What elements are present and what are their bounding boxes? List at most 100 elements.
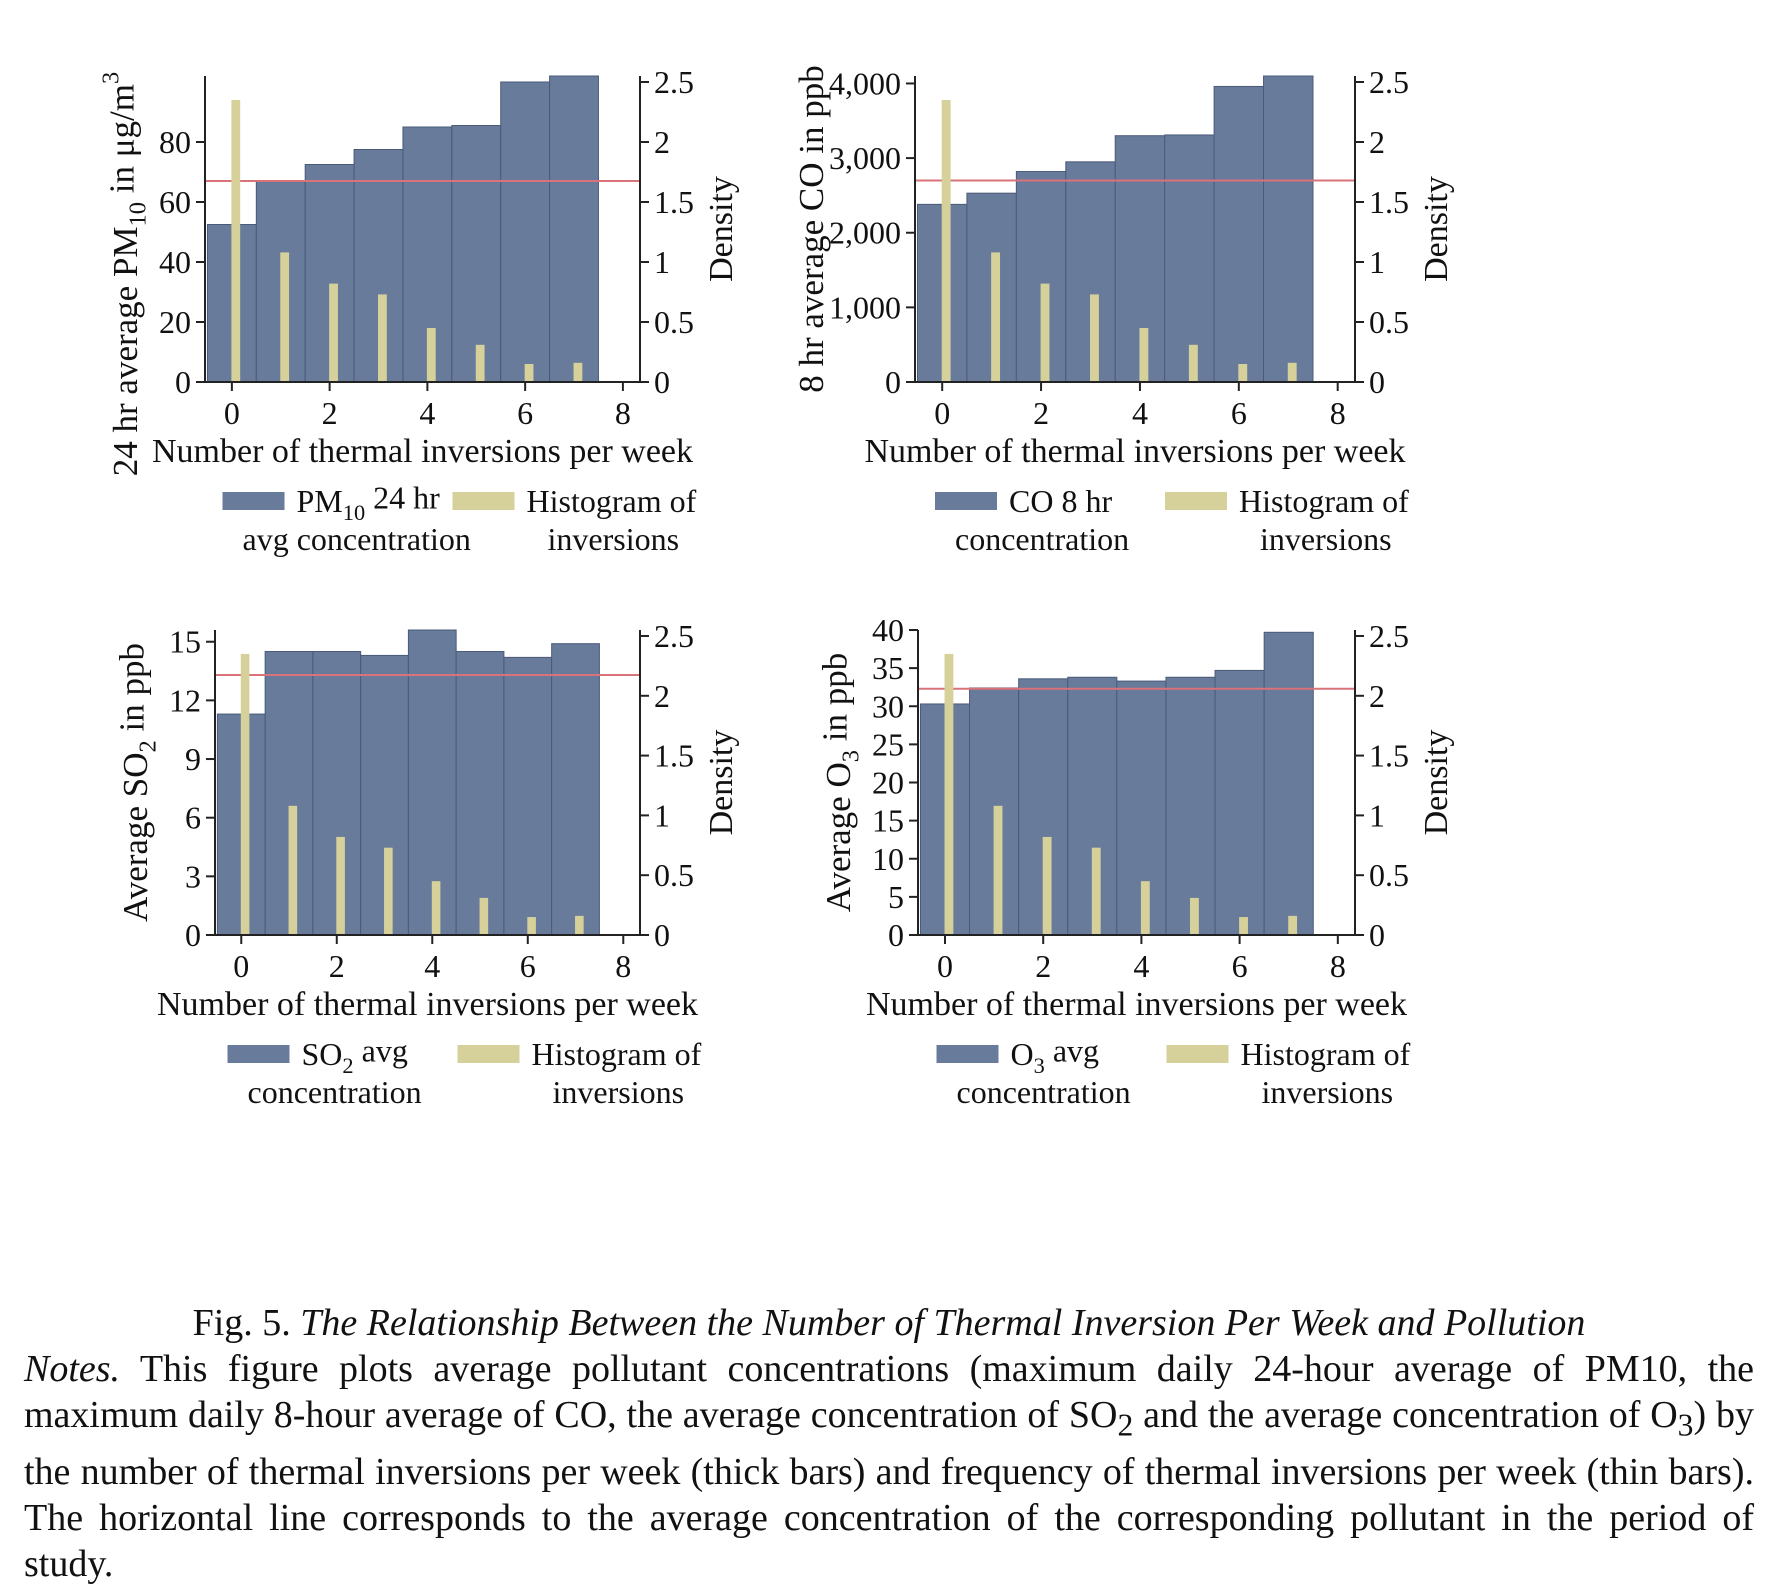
histogram-bar	[575, 915, 584, 935]
y-axis-title: 24 hr average PM10 in μg/m3	[98, 72, 152, 476]
caption-notes-text: This figure plots average pollutant conc…	[24, 1348, 1754, 1436]
text-part: in ppb	[815, 653, 854, 750]
text-part: 8 hr average CO in ppb	[792, 65, 831, 393]
histogram-bar	[573, 362, 583, 382]
y-tick-label: 12	[169, 682, 201, 718]
y2-axis-title: Density	[1418, 730, 1455, 836]
script-part: 10	[343, 500, 365, 525]
legend-label-histogram: Histogram of	[1241, 1036, 1411, 1072]
histogram-bar	[288, 805, 298, 935]
y2-tick-label: 2.5	[654, 64, 694, 100]
histogram-bar	[1238, 364, 1248, 382]
y-tick-label: 2,000	[829, 215, 901, 251]
histogram-bar	[1040, 283, 1050, 382]
x-tick-label: 2	[329, 948, 345, 984]
legend-swatch-pollutant	[222, 492, 285, 510]
y2-tick-label: 1	[654, 797, 670, 833]
y-tick-label: 5	[888, 879, 904, 915]
script-part: 2	[135, 740, 162, 752]
y-tick-label: 1,000	[829, 289, 901, 325]
y2-tick-label: 0	[1369, 917, 1385, 953]
y-tick-label: 25	[872, 726, 904, 762]
pollutant-bar	[503, 656, 553, 936]
caption-notes-text: and the average concentration of O	[1133, 1394, 1678, 1436]
legend-swatch-pollutant	[935, 492, 997, 510]
x-axis-title: Number of thermal inversions per week	[865, 433, 1406, 470]
x-tick-label: 0	[934, 395, 950, 431]
y-tick-label: 3	[185, 858, 201, 894]
legend-label-pollutant: SO2 avg	[302, 1033, 408, 1078]
x-tick-label: 6	[1231, 395, 1247, 431]
text-part: SO	[302, 1036, 343, 1072]
y2-tick-label: 1	[1369, 797, 1385, 833]
y2-tick-label: 2	[654, 678, 670, 714]
y-tick-label: 9	[185, 741, 201, 777]
histogram-bar	[378, 294, 387, 382]
legend-label-pollutant: CO 8 hr	[1009, 483, 1112, 519]
histogram-bar	[1140, 881, 1150, 935]
histogram-bar	[231, 100, 241, 382]
text-part: in μg/m	[102, 84, 141, 202]
figure-caption: Fig. 5. The Relationship Between the Num…	[24, 1300, 1754, 1587]
histogram-bar	[1190, 897, 1199, 935]
y2-tick-label: 2.5	[1369, 64, 1409, 100]
histogram-bar	[329, 283, 338, 382]
y2-tick-label: 1.5	[654, 184, 694, 220]
text-part: avg	[1045, 1033, 1099, 1069]
y-tick-label: 0	[175, 364, 191, 400]
y-tick-label: 0	[885, 364, 901, 400]
legend-label-pollutant: PM10 24 hr	[297, 480, 441, 525]
caption-fig-title: The Relationship Between the Number of T…	[300, 1302, 1586, 1344]
caption-notes-subscript: 2	[1117, 1407, 1134, 1443]
histogram-bar	[240, 653, 250, 935]
legend-swatch-pollutant	[936, 1045, 999, 1063]
legend-swatch-histogram	[1165, 492, 1227, 510]
y2-tick-label: 0	[654, 364, 670, 400]
y-tick-label: 30	[872, 688, 904, 724]
legend-swatch-histogram	[457, 1045, 520, 1063]
histogram-bar	[1188, 344, 1198, 382]
pollutant-bar	[549, 75, 599, 383]
y2-axis-title: Density	[703, 730, 740, 836]
histogram-bar	[431, 881, 441, 935]
text-part: Average O	[819, 762, 858, 912]
y-tick-label: 0	[185, 917, 201, 953]
text-part: O	[1011, 1036, 1034, 1072]
text-part: Average SO	[116, 753, 155, 922]
pollutant-bar	[1165, 676, 1216, 936]
y-tick-label: 15	[872, 803, 904, 839]
script-part: 2	[342, 1053, 353, 1078]
y-tick-label: 4,000	[829, 65, 901, 101]
y2-tick-label: 0.5	[1369, 857, 1409, 893]
x-axis-title: Number of thermal inversions per week	[152, 433, 693, 470]
histogram-bar	[1239, 917, 1248, 935]
y-tick-label: 15	[169, 624, 201, 660]
legend-label-histogram-line2: inversions	[1262, 1074, 1394, 1110]
y2-tick-label: 0.5	[1369, 304, 1409, 340]
histogram-bar	[426, 328, 436, 382]
histogram-bar	[1139, 328, 1149, 382]
histogram-bar	[944, 653, 954, 935]
x-tick-label: 4	[424, 948, 440, 984]
x-tick-label: 2	[1035, 948, 1051, 984]
legend-label-histogram: Histogram of	[532, 1036, 702, 1072]
x-tick-label: 2	[322, 395, 338, 431]
legend-swatch-pollutant	[227, 1045, 290, 1063]
x-tick-label: 2	[1033, 395, 1049, 431]
y-tick-label: 3,000	[829, 140, 901, 176]
y2-axis-title: Density	[1418, 176, 1455, 282]
y2-tick-label: 1	[1369, 244, 1385, 280]
histogram-bar	[1287, 362, 1297, 382]
y2-tick-label: 2	[654, 124, 670, 160]
x-axis-title: Number of thermal inversions per week	[866, 986, 1407, 1023]
pollutant-bar	[455, 651, 505, 936]
pollutant-bar	[1164, 134, 1215, 383]
script-part: 3	[838, 750, 865, 762]
histogram-bar	[991, 252, 1001, 382]
histogram-bar	[384, 847, 393, 935]
legend-label-pollutant-line2: avg concentration	[243, 521, 471, 557]
script-part: 3	[1034, 1053, 1045, 1078]
